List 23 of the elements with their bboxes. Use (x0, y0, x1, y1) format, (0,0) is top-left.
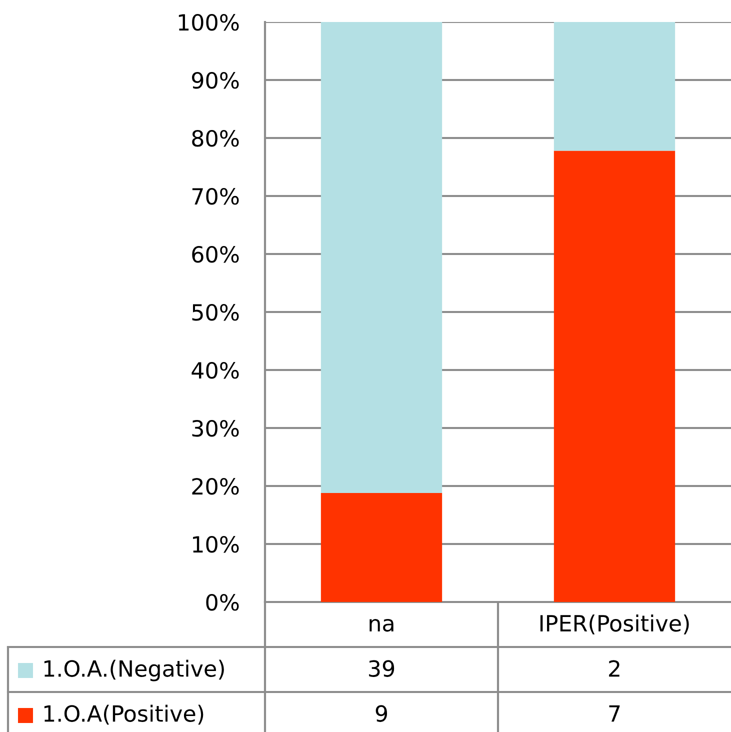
y-tick-label: 20% (192, 478, 239, 495)
text: 2 (609, 660, 620, 677)
text: 39 (369, 660, 394, 677)
y-tick-label: 30% (192, 420, 239, 437)
bar (554, 22, 676, 151)
legend-label: 1.O.A.(Negative) (44, 660, 224, 682)
y-tick-label: 50% (192, 304, 239, 321)
y-tick-label: 10% (193, 536, 239, 553)
text: 9 (376, 705, 388, 722)
y-tick-label: 40% (192, 362, 239, 379)
bar (320, 492, 442, 602)
y-tick-label: 100% (178, 14, 239, 31)
y-tick-label: 90% (192, 72, 239, 89)
bar (320, 22, 442, 493)
y-tick-label: 70% (192, 188, 239, 205)
y-tick-label: 0% (206, 594, 239, 611)
x-tick-label: IPER(Positive) (540, 614, 689, 634)
x-tick-label: na (370, 618, 394, 632)
y-tick-label: 60% (192, 246, 239, 263)
bar (554, 150, 676, 602)
text: 7 (609, 705, 620, 722)
legend-label: 1.O.A(Positive) (44, 704, 204, 725)
y-tick-label: 80% (192, 130, 239, 147)
